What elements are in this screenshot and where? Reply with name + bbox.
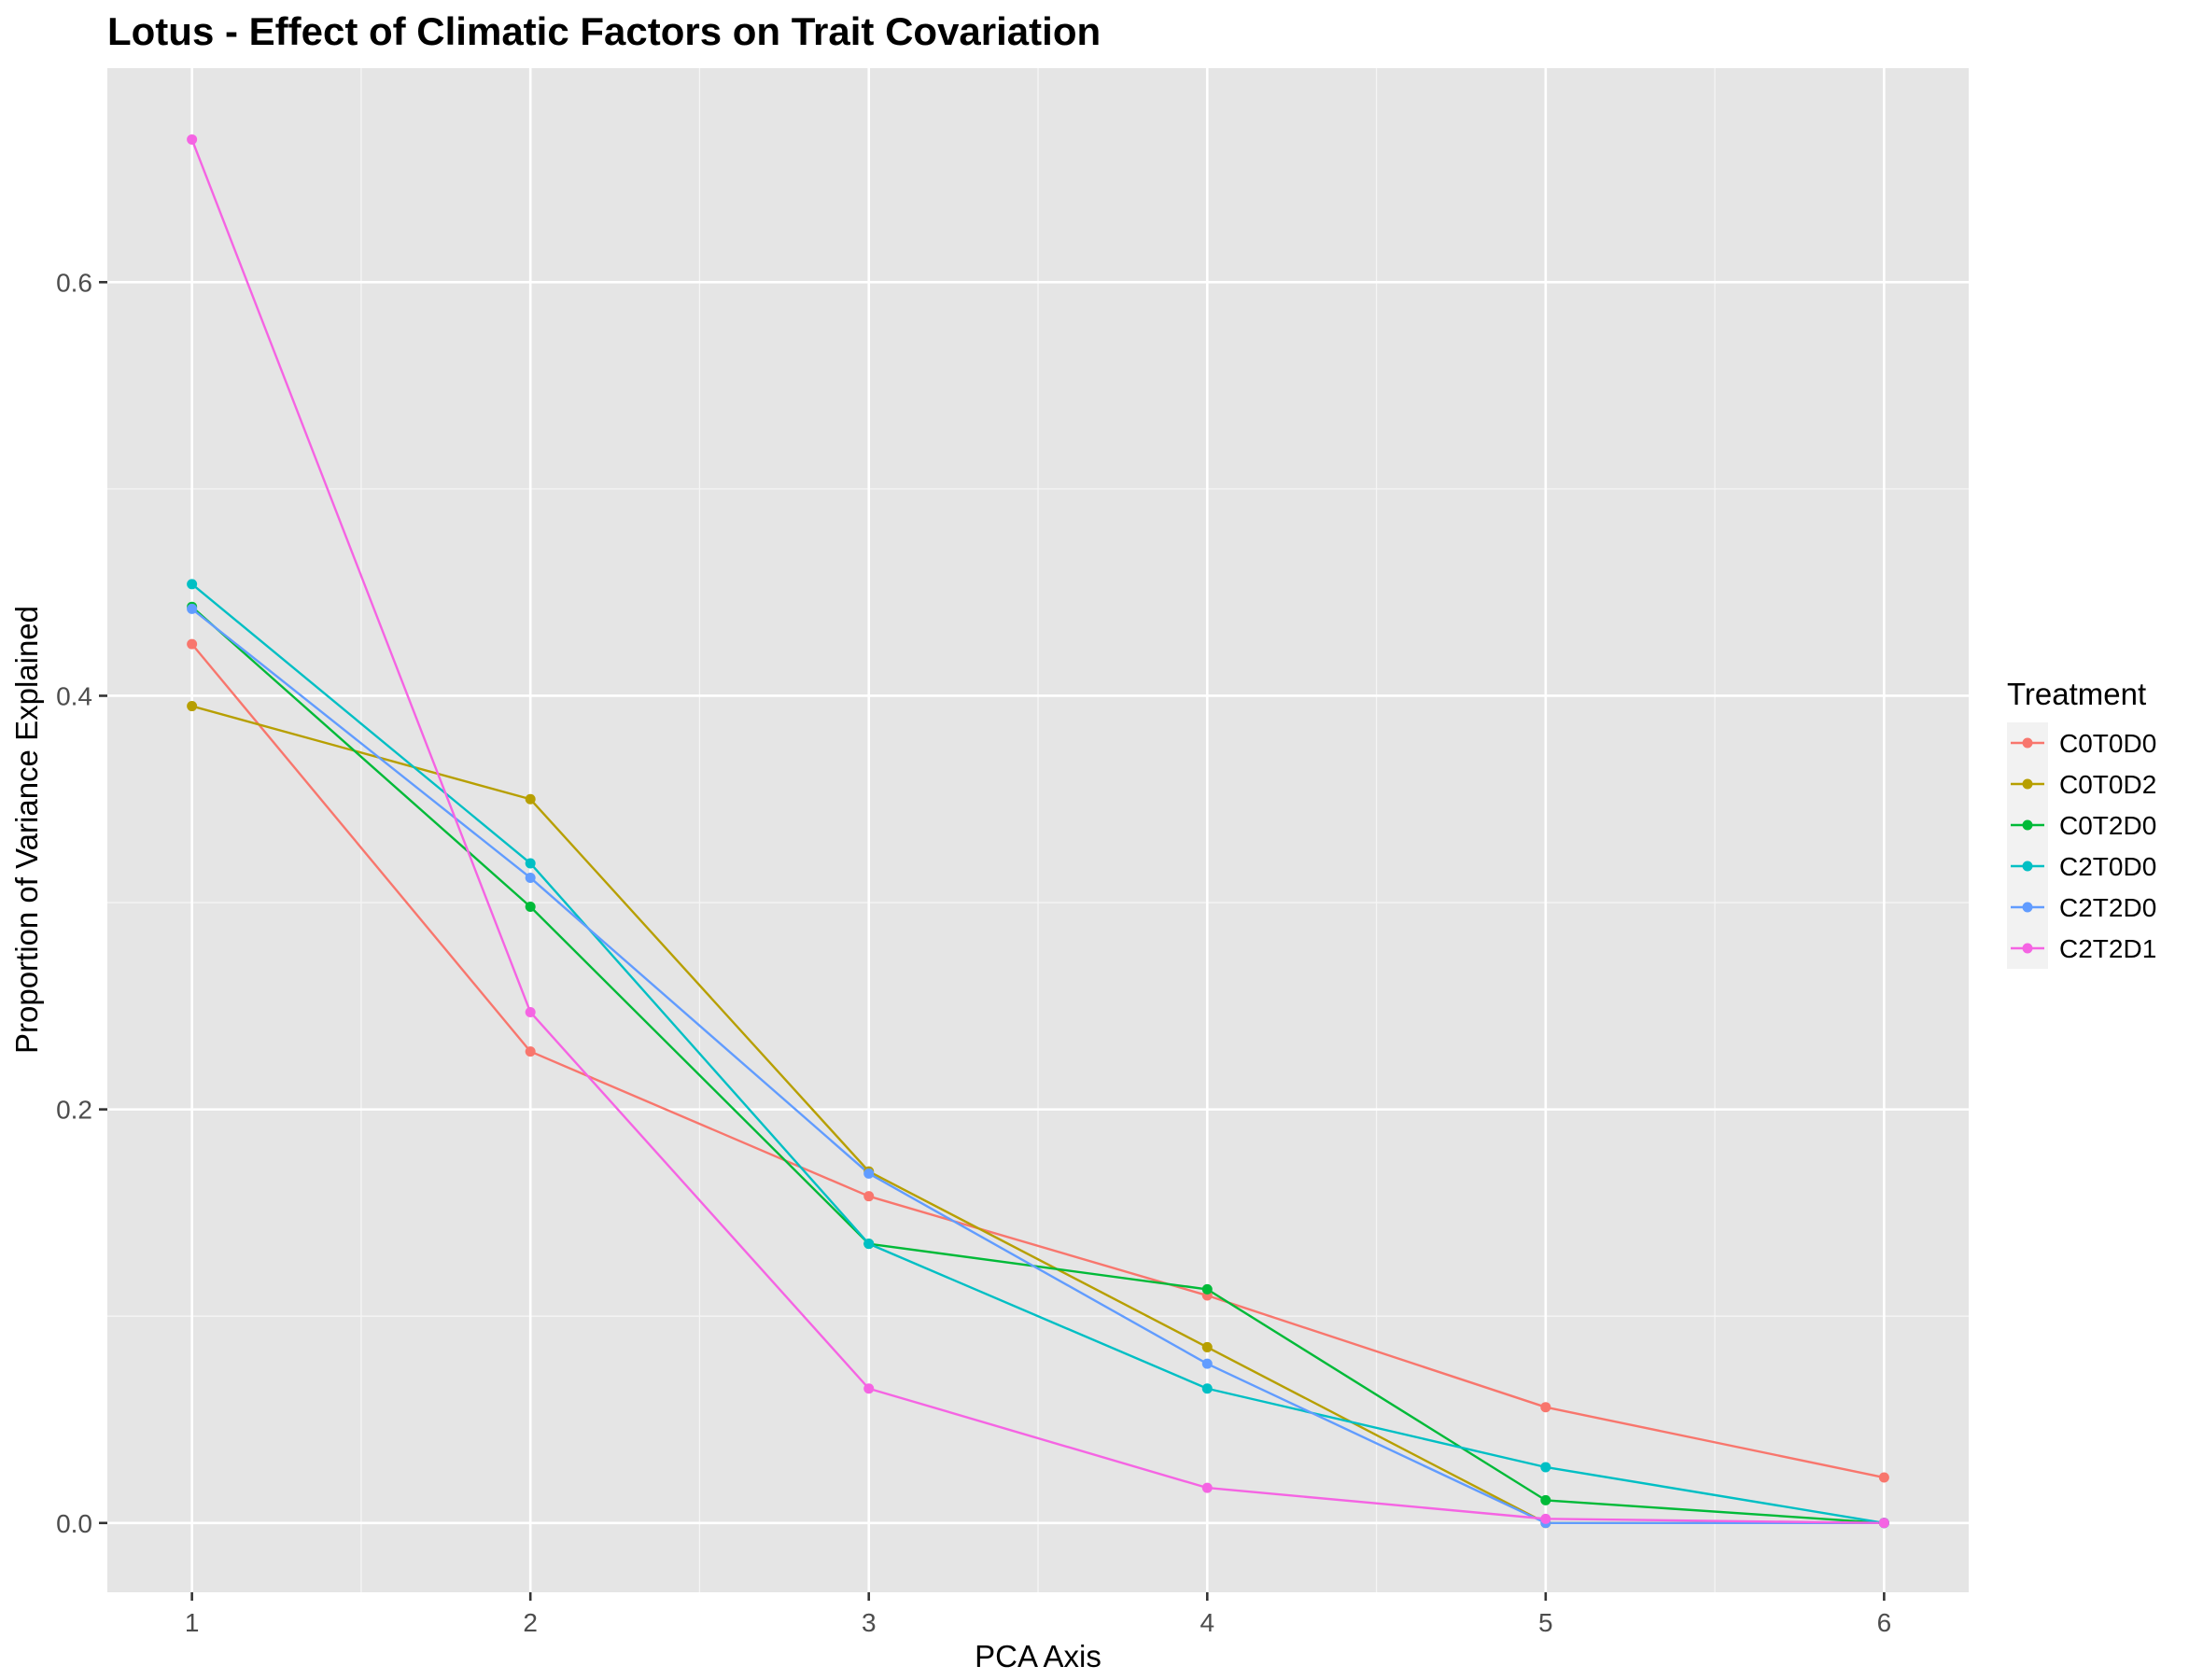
data-point-C2T0D0 [1201, 1383, 1213, 1394]
chart-title: Lotus - Effect of Climatic Factors on Tr… [107, 9, 1101, 53]
legend-key-point [2022, 902, 2033, 913]
legend-key-point [2022, 861, 2033, 872]
data-point-C2T2D1 [1540, 1513, 1551, 1524]
x-axis-ticks: 1 2 3 4 5 6 [185, 1592, 1891, 1637]
x-tick-label: 3 [862, 1608, 877, 1637]
y-tick-label: 0.0 [56, 1509, 92, 1538]
data-point-C2T0D0 [525, 858, 536, 869]
series-line-C0T0D0 [190, 643, 1885, 1479]
series-lines [190, 139, 1885, 1524]
data-point-C0T0D0 [863, 1191, 875, 1202]
legend-label: C0T2D0 [2059, 811, 2156, 840]
x-tick-label: 2 [523, 1608, 538, 1637]
legend-label: C0T0D2 [2059, 770, 2156, 799]
series-line-C0T2D0 [190, 606, 1885, 1524]
x-tick-label: 6 [1877, 1608, 1892, 1637]
data-point-C0T0D2 [525, 793, 536, 805]
grid-major [107, 68, 1969, 1592]
data-point-C2T2D1 [525, 1006, 536, 1017]
legend-items: C0T0D0 C0T0D2 C0T2D0 C2T0D0 C2T2D0 C2T2D1 [2007, 722, 2156, 969]
y-axis-title: Proportion of Variance Explained [9, 606, 44, 1054]
legend-label: C2T2D0 [2059, 893, 2156, 922]
legend-key-point [2022, 819, 2033, 831]
x-tick-label: 4 [1200, 1608, 1214, 1637]
legend-label: C2T0D0 [2059, 852, 2156, 881]
series-line-C2T2D0 [190, 608, 1885, 1524]
y-tick-label: 0.6 [56, 268, 92, 297]
legend-key-point [2022, 778, 2033, 790]
data-point-C2T0D0 [187, 579, 198, 590]
legend-key-point [2022, 737, 2033, 749]
data-point-C0T0D2 [187, 701, 198, 712]
data-point-C0T0D0 [525, 1046, 536, 1057]
data-point-C0T2D0 [1540, 1494, 1551, 1505]
data-point-C0T0D0 [1540, 1402, 1551, 1413]
data-point-C2T2D1 [187, 133, 198, 145]
legend: Treatment C0T0D0 C0T0D2 C0T2D0 C2T0D0 C2T2D0… [2007, 677, 2156, 969]
y-tick-label: 0.4 [56, 681, 92, 710]
data-point-C0T0D0 [1878, 1472, 1889, 1483]
data-point-C2T0D0 [863, 1239, 875, 1250]
data-point-C2T2D0 [187, 603, 198, 614]
series-line-C2T0D0 [190, 582, 1885, 1524]
data-point-C2T0D0 [1540, 1462, 1551, 1473]
data-point-C0T0D0 [187, 638, 198, 650]
data-point-C0T0D2 [1201, 1341, 1213, 1352]
data-point-C2T2D1 [1201, 1482, 1213, 1493]
series-line-C2T2D1 [190, 139, 1885, 1524]
x-tick-label: 1 [185, 1608, 200, 1637]
x-axis-title: PCA Axis [975, 1639, 1102, 1673]
legend-label: C2T2D1 [2059, 934, 2156, 963]
data-point-C2T2D0 [525, 872, 536, 883]
y-axis-ticks: 0.0 0.2 0.4 0.6 [56, 268, 107, 1538]
data-point-C2T2D1 [863, 1383, 875, 1394]
data-point-C2T2D0 [1201, 1358, 1213, 1369]
data-point-C0T2D0 [1201, 1283, 1213, 1295]
x-tick-label: 5 [1538, 1608, 1553, 1637]
y-tick-label: 0.2 [56, 1096, 92, 1125]
data-point-C2T2D0 [863, 1168, 875, 1179]
legend-key-point [2022, 943, 2033, 954]
data-point-C2T2D1 [1878, 1518, 1889, 1529]
data-point-C0T2D0 [525, 901, 536, 912]
series-points [187, 133, 1889, 1529]
legend-label: C0T0D0 [2059, 729, 2156, 758]
legend-title: Treatment [2007, 677, 2146, 711]
